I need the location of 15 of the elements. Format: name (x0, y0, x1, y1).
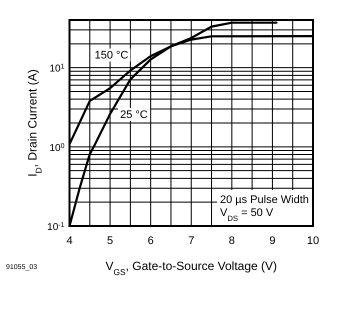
x-tick-label: 7 (188, 235, 194, 247)
y-tick-label: 10$^{0}$ (49, 142, 65, 154)
y-tick-label: 10$^{1}$ (49, 63, 65, 75)
x-tick-label: 10 (306, 235, 320, 247)
x-tick-label: 4 (66, 235, 73, 247)
x-tick-label: 8 (228, 235, 235, 247)
x-axis-title: V$_{GS}$, Gate-to-Source Voltage (V) (105, 259, 278, 277)
x-tick-label: 5 (107, 235, 114, 247)
y-tick-label: 10$^{-1}$ (47, 222, 65, 233)
x-tick-label: 9 (269, 235, 276, 247)
series-label: 25 °C (120, 108, 148, 121)
x-tick-label: 6 (148, 235, 154, 247)
annotation: 20 µs Pulse Width (220, 194, 309, 206)
series-label: 150 °C (94, 50, 128, 62)
annotation: V$_{DS}$ = 50 V (220, 207, 274, 222)
